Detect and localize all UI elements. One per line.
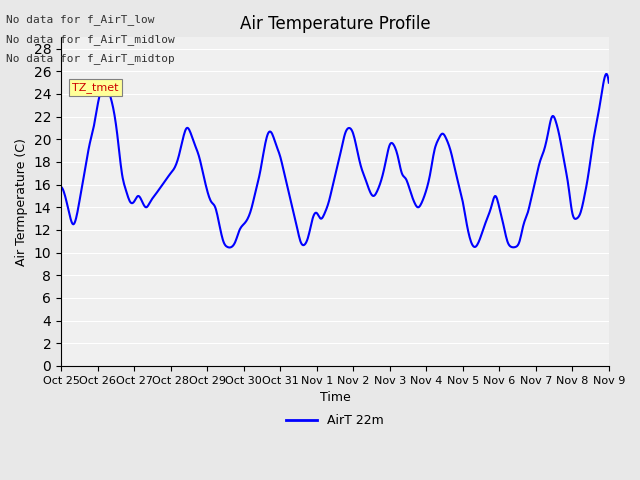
Text: No data for f_AirT_low: No data for f_AirT_low — [6, 14, 155, 25]
Text: TZ_tmet: TZ_tmet — [72, 82, 118, 93]
Y-axis label: Air Termperature (C): Air Termperature (C) — [15, 138, 28, 265]
Legend: AirT 22m: AirT 22m — [281, 409, 389, 432]
X-axis label: Time: Time — [319, 391, 350, 404]
Text: No data for f_AirT_midtop: No data for f_AirT_midtop — [6, 53, 175, 64]
Title: Air Temperature Profile: Air Temperature Profile — [239, 15, 430, 33]
Text: No data for f_AirT_midlow: No data for f_AirT_midlow — [6, 34, 175, 45]
